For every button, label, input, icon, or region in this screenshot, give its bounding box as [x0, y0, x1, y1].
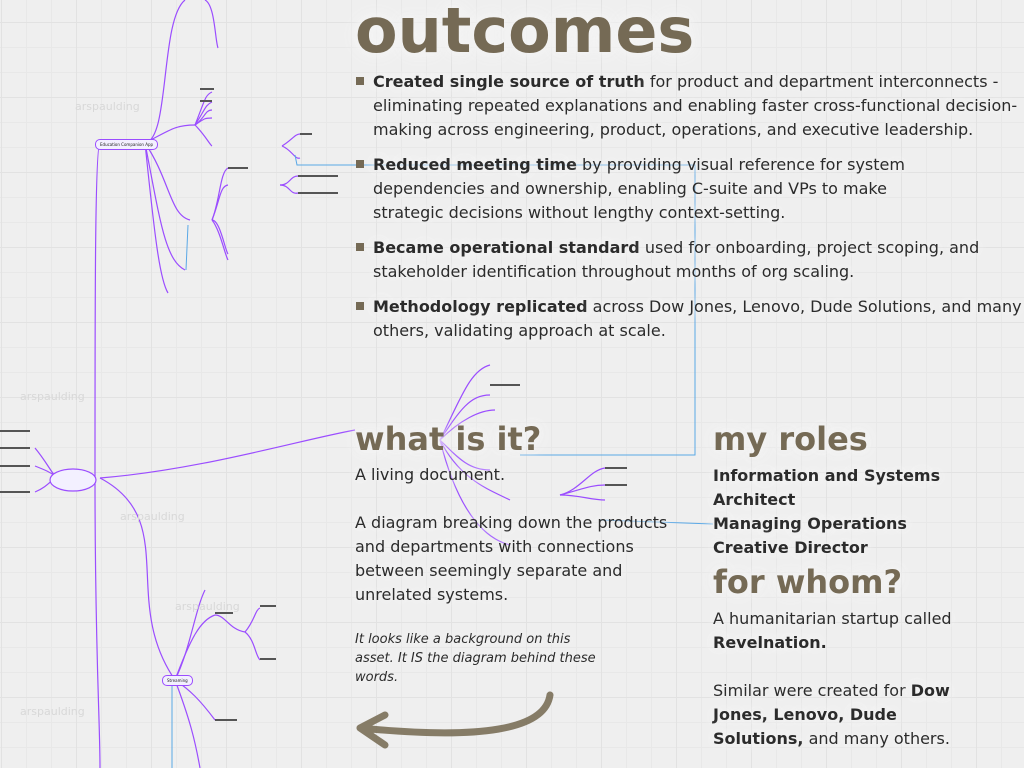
outcome-item: Reduced meeting time by providing visual… [355, 153, 953, 225]
role: Managing Operations [713, 514, 907, 533]
watermark: arspaulding [20, 390, 85, 403]
similar-intro: Similar were created for [713, 681, 911, 700]
root-node [49, 468, 97, 492]
outcome-bold: Reduced meeting time [373, 155, 577, 174]
for-whom-text: A humanitarian startup called Revelnatio… [713, 607, 993, 655]
for-whom-intro: A humanitarian startup called [713, 609, 952, 628]
outcomes-list: Created single source of truth for produ… [355, 70, 1023, 354]
for-whom-title: for whom? [713, 563, 903, 601]
similar-text: Similar were created for Dow Jones, Leno… [713, 679, 983, 751]
similar-end: and many others. [803, 729, 950, 748]
outcome-item: Methodology replicated across Dow Jones,… [355, 295, 1023, 343]
role: Creative Director [713, 538, 868, 557]
client-name: Revelnation. [713, 633, 827, 652]
outcome-text: by providing visual reference for system… [373, 155, 905, 222]
my-roles-title: my roles [713, 420, 868, 458]
outcomes-title: outcomes [355, 0, 695, 67]
outcome-bold: Methodology replicated [373, 297, 588, 316]
watermark: arspaulding [120, 510, 185, 523]
outcome-text: used for onboarding, project scoping, an… [373, 238, 980, 281]
diagram-note: It looks like a background on this asset… [355, 632, 596, 685]
watermark: arspaulding [175, 600, 240, 613]
hand-drawn-arrow [356, 691, 554, 749]
what-is-it-line1: A living document. [355, 465, 506, 484]
outcome-item: Became operational standard used for onb… [355, 236, 1013, 284]
roles-list: Information and Systems Architect Managi… [713, 464, 1024, 560]
outcome-text: across Dow Jones, Lenovo, Dude Solutions… [373, 297, 1022, 340]
outcome-bold: Became operational standard [373, 238, 640, 257]
node-education-companion-app: Education Companion App [95, 139, 159, 150]
outcome-bold: Created single source of truth [373, 72, 645, 91]
similar-clients: Dow Jones, Lenovo, Dude Solutions, [713, 681, 950, 748]
outcome-item: Created single source of truth for produ… [355, 70, 1020, 142]
what-is-it-title: what is it? [355, 420, 542, 458]
node-streaming: Streaming [162, 675, 193, 686]
what-is-it-line2: A diagram breaking down the products and… [355, 513, 668, 604]
watermark: arspaulding [20, 705, 85, 718]
outcome-text: for product and department interconnects… [373, 72, 1018, 139]
watermark: arspaulding [75, 100, 140, 113]
role: Information and Systems Architect [713, 466, 941, 509]
